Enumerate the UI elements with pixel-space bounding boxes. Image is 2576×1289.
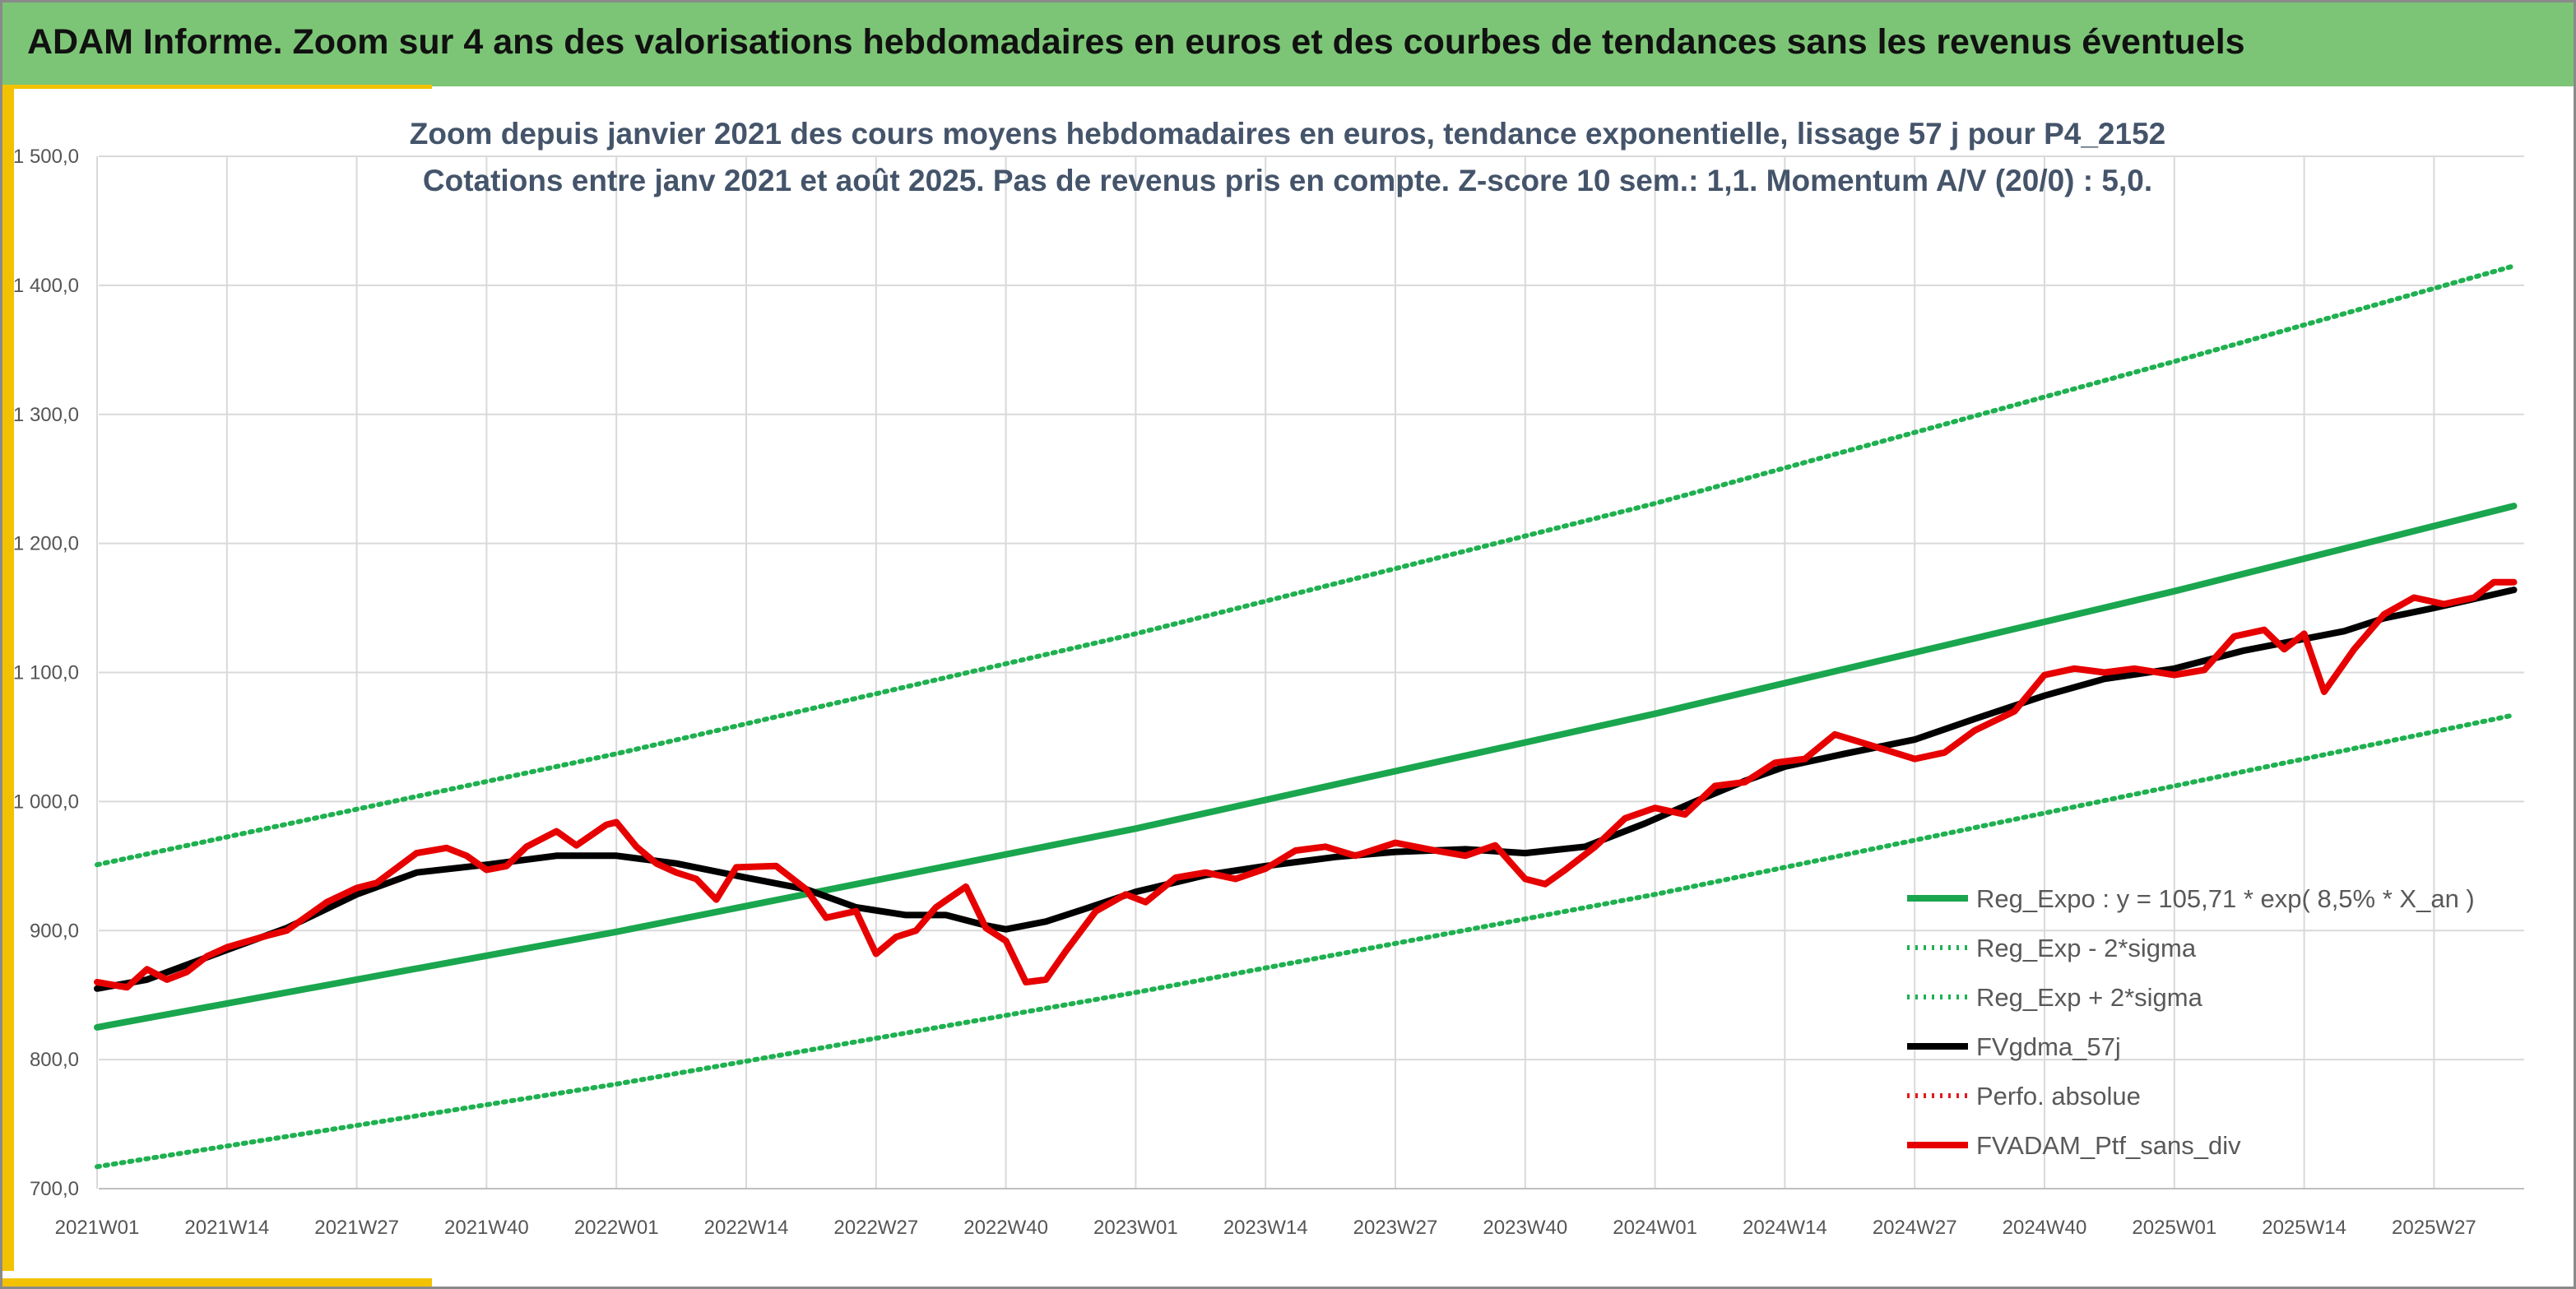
y-tick-label: 1 100,0 bbox=[13, 662, 79, 684]
x-tick-label: 2023W01 bbox=[1093, 1217, 1178, 1239]
x-tick-label: 2021W14 bbox=[184, 1217, 269, 1239]
x-tick-label: 2024W27 bbox=[1873, 1217, 1957, 1239]
page-title: ADAM Informe. Zoom sur 4 ans des valoris… bbox=[27, 22, 2245, 62]
y-tick-label: 1 000,0 bbox=[13, 791, 79, 813]
accent-bar-bottom bbox=[2, 1278, 432, 1287]
legend-label-5: Perfo. absolue bbox=[1976, 1082, 2141, 1110]
x-axis-tick-labels: 2021W01 2021W14 2021W27 2021W40 2022W01 2022W… bbox=[55, 1217, 2476, 1239]
accent-bar-top bbox=[2, 85, 432, 89]
y-tick-label: 1 500,0 bbox=[13, 146, 79, 168]
series-line-2 bbox=[95, 712, 2517, 1170]
y-tick-label: 800,0 bbox=[30, 1049, 79, 1071]
legend-label-2: Reg_Exp - 2*sigma bbox=[1976, 934, 2197, 962]
series-line-6 bbox=[94, 578, 2518, 991]
y-tick-label: 1 300,0 bbox=[13, 404, 79, 426]
x-tick-label: 2021W27 bbox=[314, 1217, 399, 1239]
x-tick-label: 2023W40 bbox=[1483, 1217, 1567, 1239]
x-tick-label: 2023W27 bbox=[1353, 1217, 1438, 1239]
y-tick-label: 700,0 bbox=[30, 1178, 79, 1200]
x-tick-label: 2022W14 bbox=[704, 1217, 789, 1239]
legend-label-1: Reg_Expo : y = 105,71 * exp( 8,5% * X_an… bbox=[1976, 884, 2475, 913]
accent-bar-left bbox=[2, 86, 14, 1271]
chart-title: Zoom depuis janvier 2021 des cours moyen… bbox=[410, 117, 2165, 151]
x-tick-label: 2024W14 bbox=[1743, 1217, 1827, 1239]
x-tick-label: 2022W01 bbox=[574, 1217, 659, 1239]
x-tick-label: 2024W40 bbox=[2003, 1217, 2087, 1239]
y-axis-tick-labels: 700,0 800,0 900,0 1 000,0 1 100,0 1 200,0 1 30… bbox=[13, 146, 79, 1200]
chart-subtitle: Cotations entre janv 2021 et août 2025. … bbox=[423, 164, 2152, 197]
x-tick-label: 2024W01 bbox=[1613, 1217, 1697, 1239]
legend-label-3: Reg_Exp + 2*sigma bbox=[1976, 983, 2203, 1012]
y-tick-label: 1 400,0 bbox=[13, 275, 79, 297]
legend-label-4: FVgdma_57j bbox=[1976, 1032, 2121, 1061]
series-line-3 bbox=[95, 263, 2517, 868]
y-tick-label: 900,0 bbox=[30, 920, 79, 942]
x-tick-label: 2025W01 bbox=[2132, 1217, 2216, 1239]
series-line-1 bbox=[94, 503, 2518, 1031]
x-tick-label: 2021W40 bbox=[444, 1217, 529, 1239]
x-tick-label: 2022W27 bbox=[833, 1217, 918, 1239]
series-lines bbox=[94, 263, 2518, 1170]
y-tick-label: 1 200,0 bbox=[13, 533, 79, 555]
x-tick-label: 2023W14 bbox=[1223, 1217, 1308, 1239]
header-banner: ADAM Informe. Zoom sur 4 ans des valoris… bbox=[2, 2, 2574, 86]
legend-label-6: FVADAM_Ptf_sans_div bbox=[1976, 1131, 2241, 1160]
x-tick-label: 2025W27 bbox=[2392, 1217, 2476, 1239]
chart-legend: Reg_Expo : y = 105,71 * exp( 8,5% * X_an… bbox=[1907, 884, 2475, 1160]
x-tick-label: 2021W01 bbox=[55, 1217, 140, 1239]
x-tick-label: 2022W40 bbox=[963, 1217, 1048, 1239]
x-tick-label: 2025W14 bbox=[2262, 1217, 2346, 1239]
